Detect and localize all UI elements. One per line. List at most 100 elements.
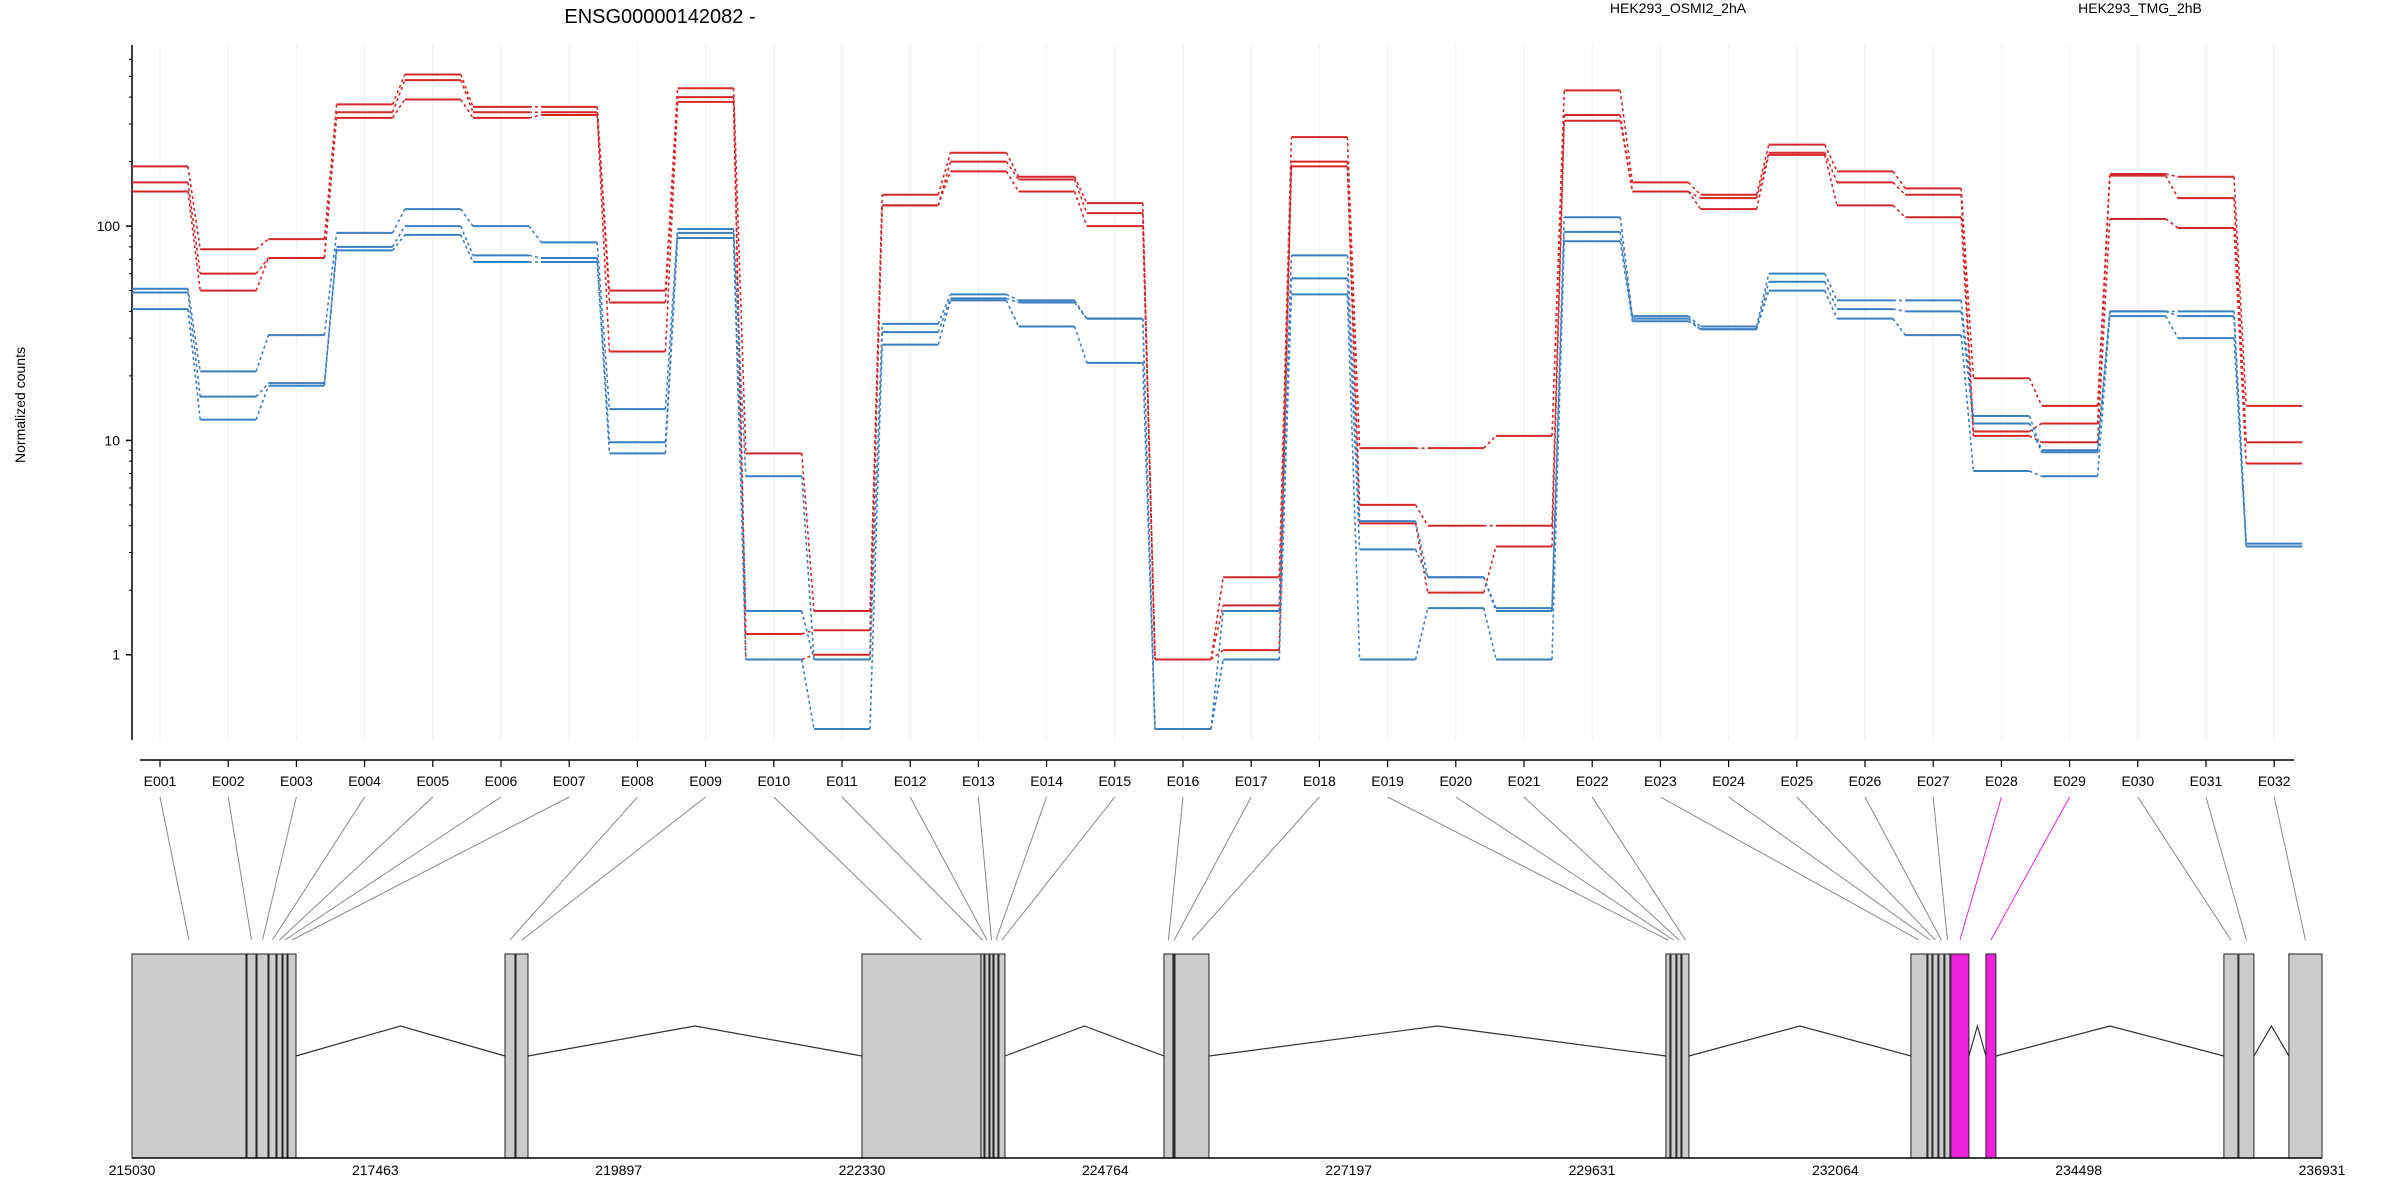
series-5-step-17: [1346, 294, 1361, 660]
exon-box-E002: [246, 953, 257, 1159]
series-1-step-0: [187, 182, 201, 274]
series-0-step-16: [1278, 137, 1293, 578]
intron-14: [1004, 1025, 1165, 1057]
series-5-step-13: [1073, 326, 1088, 364]
series-3-step-19: [1483, 576, 1497, 609]
y-axis: 1 10 100: [97, 45, 133, 740]
exon-label-E017: E017: [1235, 773, 1268, 789]
intron-27: [1968, 1023, 1987, 1057]
exon-box-E008: [504, 953, 516, 1159]
series-3-step-11: [937, 294, 952, 325]
exon-box-E014: [993, 953, 999, 1159]
exon-box-E022: [1681, 953, 1690, 1159]
intron-21: [1688, 1025, 1912, 1057]
genomic-tick-label-4: 224764: [1082, 1162, 1129, 1178]
connector-E015: [1001, 796, 1116, 941]
genomic-tick-label-3: 222330: [839, 1162, 886, 1178]
series-5-step-20: [1551, 241, 1565, 660]
series-5-step-29: [2165, 315, 2179, 339]
y-tick-label-1: 10: [104, 432, 120, 448]
exon-box-E021: [1676, 953, 1682, 1159]
series-5-step-28: [2096, 316, 2111, 477]
legend-osmi2: HEK293_OSMI2_2hA: [1610, 0, 1747, 16]
connector-E006: [284, 796, 502, 941]
series-4-step-21: [1619, 231, 1634, 319]
series-5-step-30: [2233, 338, 2247, 547]
exon-label-E026: E026: [1849, 773, 1882, 789]
series-1-step-22: [1688, 190, 1701, 199]
genomic-axis: 215030 217463 219897 222330 224764 227197 2296…: [109, 1157, 2346, 1178]
series-3-step-18: [1414, 520, 1429, 578]
series-5-step-25: [1892, 318, 1906, 336]
series-3-step-6: [596, 242, 611, 410]
exon-box-E018: [1174, 953, 1210, 1159]
exon-label-E027: E027: [1917, 773, 1950, 789]
series-3-step-30: [2233, 311, 2247, 544]
connector-E013: [977, 796, 992, 941]
series-4-step-22: [1687, 318, 1702, 330]
series-3-step-9: [801, 476, 815, 660]
exon-box-E010: [861, 953, 982, 1159]
exon-label-E020: E020: [1439, 773, 1472, 789]
exon-box-E023: [1910, 953, 1928, 1159]
connector-E026: [1864, 796, 1942, 941]
genomic-tick-label-6: 229631: [1569, 1162, 1616, 1178]
exon-box-E004: [268, 953, 277, 1159]
connector-E032: [2273, 796, 2306, 941]
exon-label-E010: E010: [757, 773, 790, 789]
series-5-step-9: [801, 659, 815, 730]
series-5-step-26: [1960, 335, 1975, 472]
series-1-step-27: [2028, 422, 2043, 433]
series-5-step-22: [1687, 320, 1702, 330]
exon-box-E028: [1950, 953, 1970, 1159]
exon-label-E030: E030: [2121, 773, 2154, 789]
series-1-step-18: [1414, 504, 1429, 527]
series-1-step-20: [1551, 114, 1565, 526]
series-0-step-8: [732, 88, 747, 454]
y-tick-label-0: 1: [112, 647, 120, 663]
exon-label-E011: E011: [826, 773, 858, 789]
series-1-step-24: [1824, 152, 1838, 183]
series-2-step-19: [1483, 546, 1497, 593]
exon-label-E005: E005: [416, 773, 449, 789]
exon-label-E012: E012: [894, 773, 927, 789]
exon-label-E008: E008: [621, 773, 654, 789]
series-1-step-28: [2096, 175, 2111, 424]
series-2-step-14: [1142, 226, 1156, 660]
connector-E028: [1959, 796, 2002, 941]
series-2-step-18: [1414, 523, 1429, 593]
exon-box-E016: [1163, 953, 1174, 1159]
series-2-step-7: [664, 101, 679, 352]
series-1-step-7: [664, 97, 679, 303]
exon-box-E019: [1665, 953, 1671, 1159]
exon-box-E012: [984, 953, 990, 1159]
series-2-step-23: [1755, 154, 1770, 210]
series-1-step-1: [255, 257, 270, 275]
exon-label-E032: E032: [2258, 773, 2291, 789]
series-4-step-27: [2028, 423, 2043, 453]
exon-box-E005: [276, 953, 283, 1159]
series-2-step-0: [187, 191, 201, 291]
connector-E011: [841, 796, 983, 941]
series-4-step-9: [801, 610, 815, 660]
exon-label-E013: E013: [962, 773, 995, 789]
series-5-step-16: [1278, 294, 1293, 660]
series-2-step-28: [2096, 218, 2111, 443]
series-4: [132, 225, 2303, 731]
series-1-step-25: [1892, 181, 1906, 196]
connector-E019: [1387, 796, 1669, 941]
series-5-step-27: [2029, 470, 2042, 478]
series-5-step-1: [255, 385, 270, 420]
series-1-step-9: [801, 629, 815, 635]
series-3-step-27: [2028, 415, 2043, 451]
exon-box-E029: [1985, 953, 1997, 1159]
series-5-step-15: [1210, 659, 1224, 730]
genomic-tick-label-2: 219897: [595, 1162, 642, 1178]
exon-box-E009: [515, 953, 529, 1159]
connector-E005: [279, 796, 434, 941]
series-1-step-21: [1619, 114, 1634, 192]
exon-label-E023: E023: [1644, 773, 1677, 789]
intron-28: [1995, 1025, 2225, 1057]
series-5-step-2: [323, 250, 338, 386]
connector-E007: [291, 796, 570, 941]
